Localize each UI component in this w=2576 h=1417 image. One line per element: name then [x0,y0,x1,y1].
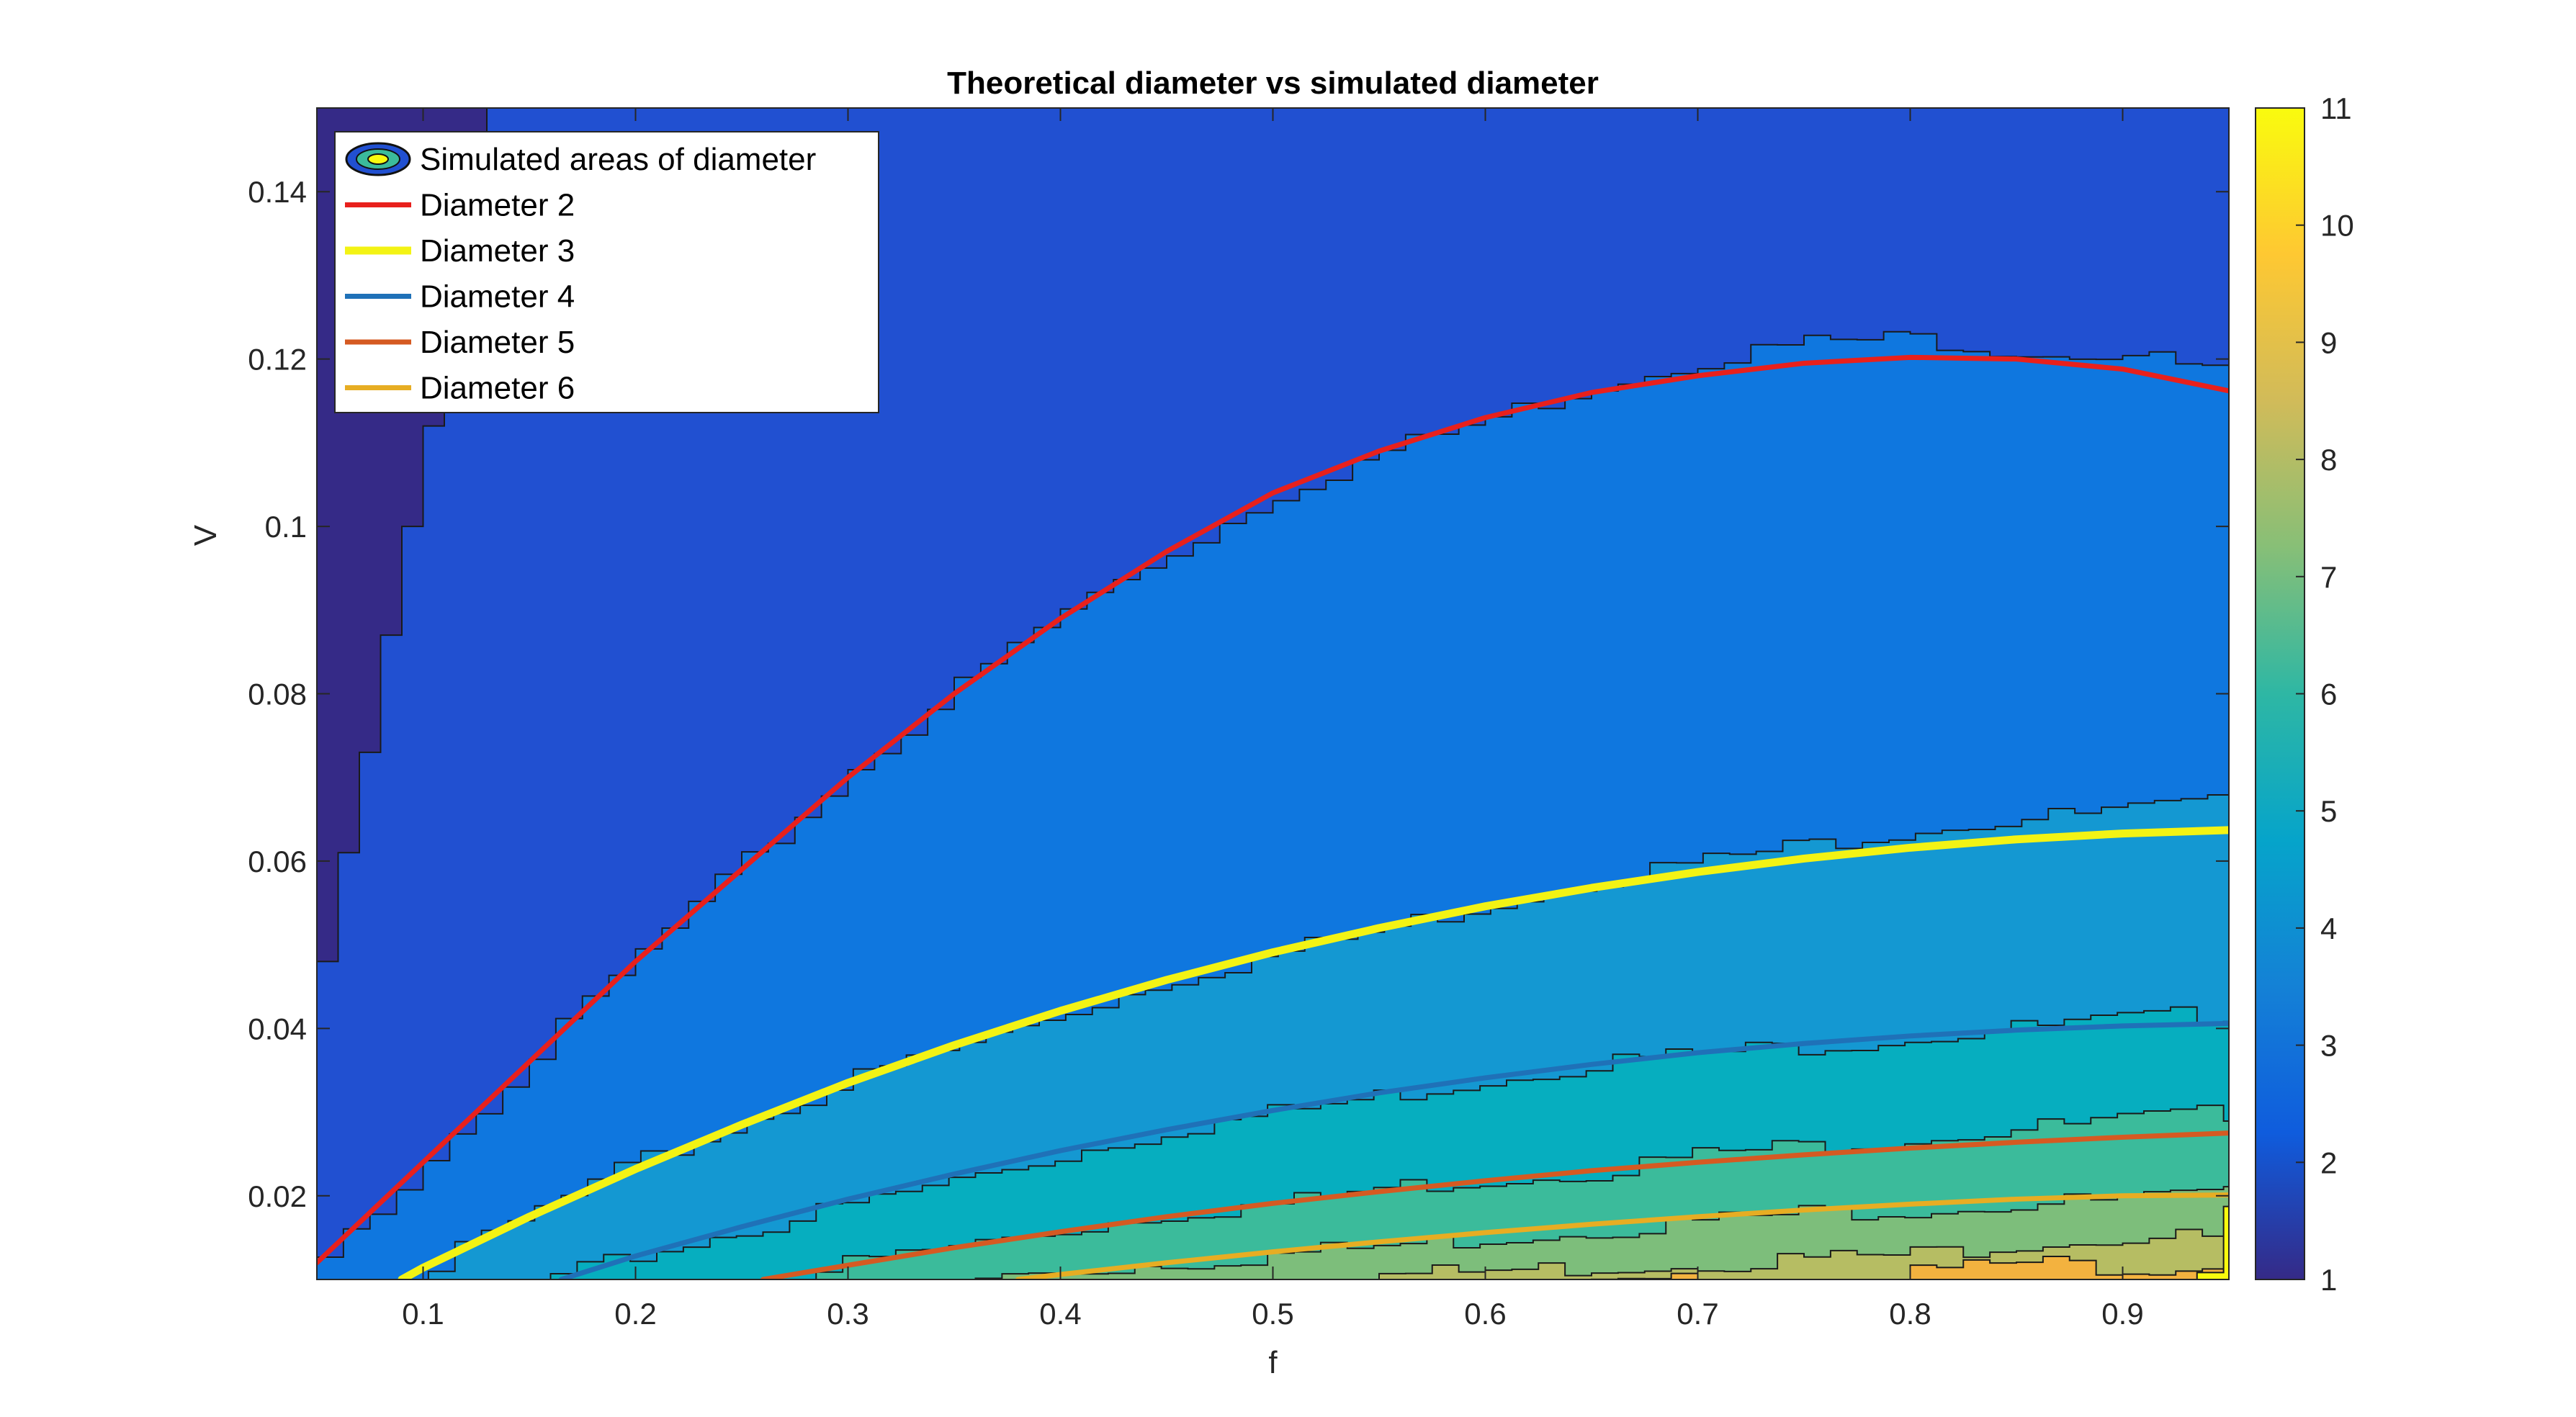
x-tick-label: 0.8 [1889,1297,1931,1331]
series-diameter-4 [558,1020,2229,1279]
legend-label: Diameter 2 [420,188,575,223]
x-axis: 0.1 0.2 0.3 0.4 0.5 0.6 0.7 0.8 0.9 [402,108,2144,1331]
y-tick-label: 0.02 [248,1179,307,1213]
x-tick-label: 0.7 [1677,1297,1718,1331]
colorbar-tick-label: 9 [2320,325,2337,359]
colorbar-tick-label: 4 [2320,912,2337,945]
legend-label: Diameter 6 [420,371,575,406]
colorbar-tick-label: 2 [2320,1146,2337,1179]
legend-entry: Diameter 2 [345,188,575,223]
y-axis-label: V [188,524,223,546]
y-tick-label: 0.04 [248,1012,307,1045]
legend-label: Simulated areas of diameter [420,142,816,177]
x-tick-label: 0.9 [2101,1297,2143,1331]
legend: Simulated areas of diameter Diameter 2 Dia… [334,131,879,413]
colorbar-tick-label: 11 [2320,91,2352,125]
x-tick-label: 0.5 [1252,1297,1293,1331]
y-tick-label: 0.08 [248,678,307,711]
x-tick-label: 0.2 [614,1297,656,1331]
plot-area [316,107,2230,1280]
colorbar-tick-label: 3 [2320,1029,2337,1063]
legend-box [334,131,879,413]
colorbar: 1 2 3 4 5 6 7 8 9 10 11 [2255,91,2354,1297]
y-tick-label: 0.12 [248,343,307,377]
y-axis: 0.02 0.04 0.06 0.08 0.1 0.12 0.14 [248,175,2229,1213]
legend-entry: Diameter 4 [345,279,575,315]
colorbar-tick-label: 6 [2320,678,2337,711]
colorbar-tick-label: 1 [2320,1263,2337,1297]
series-diameter-5 [760,1130,2229,1279]
x-tick-label: 0.6 [1464,1297,1506,1331]
legend-label: Diameter 5 [420,325,575,360]
y-tick-label: 0.1 [265,510,307,544]
x-tick-label: 0.4 [1039,1297,1081,1331]
colorbar-tick-label: 5 [2320,794,2337,828]
legend-label: Diameter 4 [420,279,575,315]
legend-entry: Diameter 5 [345,325,575,360]
legend-label: Diameter 3 [420,233,575,269]
theory-curves [317,354,2229,1279]
colorbar-tick-label: 7 [2320,560,2337,594]
chart-title: Theoretical diameter vs simulated diamet… [947,66,1599,101]
colorbar-tick-label: 10 [2320,209,2354,243]
contour-regions [317,108,2229,1279]
series-diameter-6 [1015,1192,2229,1279]
colorbar-tick-label: 8 [2320,443,2337,477]
x-axis-label: f [1268,1345,1278,1380]
region-level-11 [2196,1205,2229,1279]
legend-entry: Simulated areas of diameter [345,142,816,177]
series-diameter-2 [317,354,2229,1266]
legend-entry: Diameter 6 [345,371,575,406]
legend-entry: Diameter 3 [345,233,575,269]
x-tick-label: 0.3 [827,1297,869,1331]
x-tick-label: 0.1 [402,1297,444,1331]
y-tick-label: 0.14 [248,175,307,209]
series-diameter-3 [398,826,2229,1279]
y-tick-label: 0.06 [248,845,307,878]
